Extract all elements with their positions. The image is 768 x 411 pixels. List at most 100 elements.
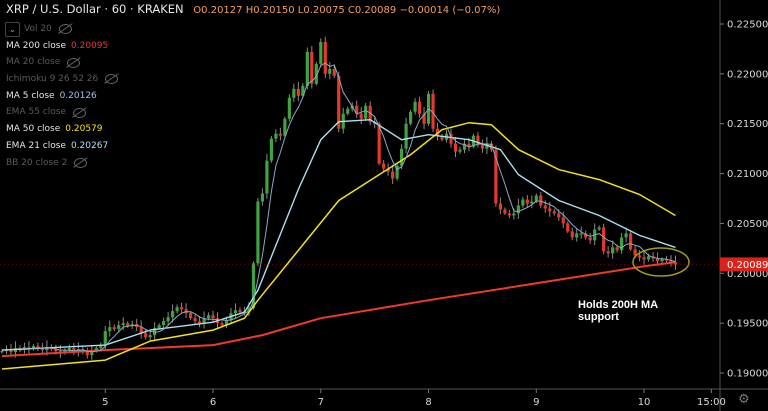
candle-body [166, 317, 170, 322]
legend-item[interactable]: EMA 55 close [6, 104, 118, 121]
hidden-eye-icon[interactable] [74, 157, 88, 168]
candle-body [202, 318, 206, 324]
support-ellipse [632, 247, 690, 277]
ma200-line [1, 261, 676, 358]
candle-body [301, 85, 305, 96]
candle-body [629, 233, 633, 250]
candle-body [655, 258, 660, 262]
ma5-line [19, 62, 676, 353]
price-tick-label: 0.22000 [727, 69, 768, 80]
candle-body [346, 108, 350, 114]
legend-label: EMA 21 close [6, 140, 66, 151]
candle-body [382, 163, 386, 169]
legend-label: Vol 20 [24, 24, 52, 34]
candle-body [85, 352, 89, 356]
hidden-eye-icon[interactable] [72, 107, 86, 118]
legend-item[interactable]: MA 200 close 0.20095 [6, 38, 118, 55]
candle-body [669, 260, 673, 263]
ema21-line [1, 118, 676, 351]
open-value: O0.20127 [193, 5, 243, 16]
candle-body [597, 227, 601, 230]
candle-body [36, 346, 40, 349]
candle-body [328, 68, 332, 74]
candle-body [413, 101, 417, 112]
candle-body [624, 233, 628, 238]
close-value: C0.20089 [347, 5, 397, 16]
candle-body [633, 249, 637, 256]
legend-item[interactable]: Ichimoku 9 26 52 26 [6, 71, 119, 88]
candle-body [494, 149, 498, 204]
annotation-line-2: support [578, 311, 619, 323]
legend-item[interactable]: Vol 20 [6, 21, 118, 38]
candle-body [476, 135, 480, 145]
candle-body [431, 93, 435, 129]
candle-body [404, 123, 408, 149]
candle-body [206, 315, 211, 319]
candle-body [287, 97, 291, 119]
candle-body [440, 135, 444, 140]
candle-body [368, 105, 372, 122]
candle-body [283, 118, 287, 136]
candle-body [220, 323, 224, 326]
price-tick-label: 0.19500 [727, 319, 768, 330]
legend-value: 0.20579 [65, 124, 103, 135]
candle-body [584, 233, 588, 238]
hidden-eye-icon[interactable] [58, 24, 72, 35]
annotation-text: Holds 200H MA support [578, 299, 658, 323]
candle-body [256, 201, 260, 264]
last-price-label: 0.20089 [727, 260, 768, 271]
candle-body [40, 348, 45, 351]
candle-body [9, 349, 13, 353]
candle-body [180, 307, 184, 310]
legend-label: MA 20 close [6, 57, 61, 68]
legend-item[interactable]: MA 5 close 0.20126 [6, 88, 118, 105]
candle-body [305, 51, 309, 86]
hidden-eye-icon[interactable] [67, 57, 81, 68]
candle-body [408, 111, 413, 124]
candle-body [90, 351, 94, 356]
candle-body [543, 205, 547, 209]
legend-item[interactable]: EMA 21 close 0.20267 [6, 138, 118, 155]
annotation-line-1: Holds 200H MA [578, 299, 659, 311]
candle-body [386, 168, 390, 172]
candle-body [417, 101, 422, 114]
candle-body [117, 325, 121, 330]
symbol-title[interactable]: XRP / U.S. Dollar · 60 · KRAKEN [6, 2, 184, 16]
time-tick-label: 9 [533, 397, 539, 408]
candle-body [94, 348, 98, 352]
legend-item[interactable]: MA 50 close 0.20579 [6, 121, 118, 138]
settings-gear-icon[interactable]: ⚙ [738, 392, 750, 407]
candle-body [54, 349, 58, 352]
candle-body [355, 105, 359, 114]
candle-body [67, 348, 71, 351]
candle-body [292, 88, 296, 98]
legend-label: MA 5 close [6, 90, 55, 101]
hidden-eye-icon[interactable] [105, 74, 119, 85]
legend-value: 0.20267 [70, 140, 109, 151]
change-value: −0.00014 (−0.07%) [399, 5, 501, 16]
candle-body [269, 138, 273, 161]
time-tick-label: 7 [318, 397, 324, 408]
candle-body [435, 128, 440, 136]
candle-body [103, 331, 107, 347]
candle-body [211, 315, 215, 319]
candle-body [224, 320, 229, 326]
candle-body [615, 247, 619, 251]
candle-body [458, 149, 462, 152]
time-tick-label: 15:00 [697, 397, 726, 408]
candle-body [233, 310, 238, 314]
time-tick-label: 6 [210, 397, 216, 408]
candle-body [548, 208, 552, 212]
legend-label: Ichimoku 9 26 52 26 [6, 74, 99, 85]
legend-item[interactable]: BB 20 close 2 [6, 155, 118, 172]
candle-body [611, 247, 615, 254]
price-tick-label: 0.22500 [727, 20, 768, 31]
candle-body [530, 201, 534, 204]
legend-label: MA 200 close [6, 40, 67, 51]
collapse-legend-button[interactable]: ⌄ [5, 22, 20, 37]
low-value: L0.20075 [297, 5, 345, 16]
legend-item[interactable]: MA 20 close [6, 54, 118, 71]
time-tick-label: 5 [102, 397, 108, 408]
chart-header: XRP / U.S. Dollar · 60 · KRAKEN O0.20127… [6, 2, 500, 16]
